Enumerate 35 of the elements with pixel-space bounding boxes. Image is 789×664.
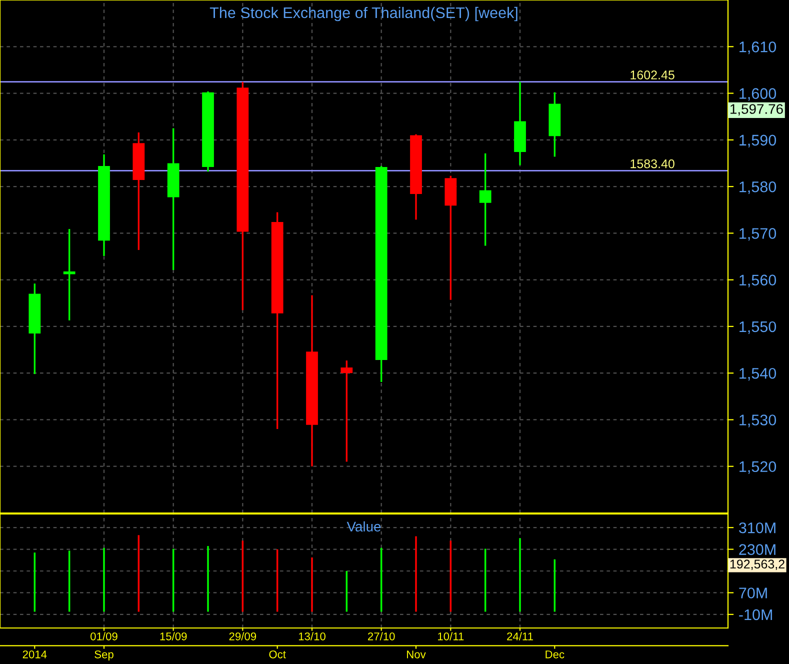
ref-line-label: 1602.45 <box>630 70 674 80</box>
x-tick-label: 27/10 <box>368 632 395 640</box>
ref-line-label: 1583.40 <box>630 159 674 168</box>
chart-title: The Stock Exchange of Thailand(SET) [week] <box>210 6 518 22</box>
y-tick-label: 1,530 <box>740 414 776 428</box>
x2-tick-label: Oct <box>269 650 286 658</box>
x-tick-label: 01/09 <box>90 632 118 640</box>
candlestick <box>63 228 76 322</box>
y-tick-label: 1,570 <box>740 228 776 241</box>
y-tick-label: 1,600 <box>740 88 776 101</box>
x-tick-label: 15/09 <box>160 632 187 640</box>
chart-title: Value <box>346 521 381 532</box>
y-tick-label: 1,610 <box>740 42 776 54</box>
x-tick-label: 10/11 <box>438 632 464 640</box>
y-tick-label: 230M <box>739 544 776 555</box>
candlestick <box>340 360 353 463</box>
x2-tick-label: Nov <box>407 650 426 658</box>
x-tick-label: 29/09 <box>229 632 256 640</box>
y-tick-label: 1,540 <box>740 368 776 381</box>
text: 1,597.76 <box>730 104 783 116</box>
text: 192,563,2 <box>730 560 784 570</box>
y-tick-label: 1,580 <box>740 181 776 194</box>
y-tick-label: 310M <box>739 522 776 534</box>
x-tick-label: 24/11 <box>507 632 533 640</box>
x2-tick-label: Dec <box>546 650 564 658</box>
y-tick-label: 1,590 <box>740 134 776 148</box>
candlestick <box>479 152 492 247</box>
y-tick-label: 70M <box>739 588 767 598</box>
y-tick-label: 1,560 <box>740 274 776 288</box>
x2-tick-label: 2014 <box>22 650 47 658</box>
y-tick-label: 1,520 <box>740 461 776 474</box>
x2-tick-label: Sep <box>94 650 114 661</box>
y-tick-label: 1,550 <box>740 321 776 334</box>
y-tick-label: -10M <box>739 609 772 620</box>
x-tick-label: 13/10 <box>298 632 326 640</box>
